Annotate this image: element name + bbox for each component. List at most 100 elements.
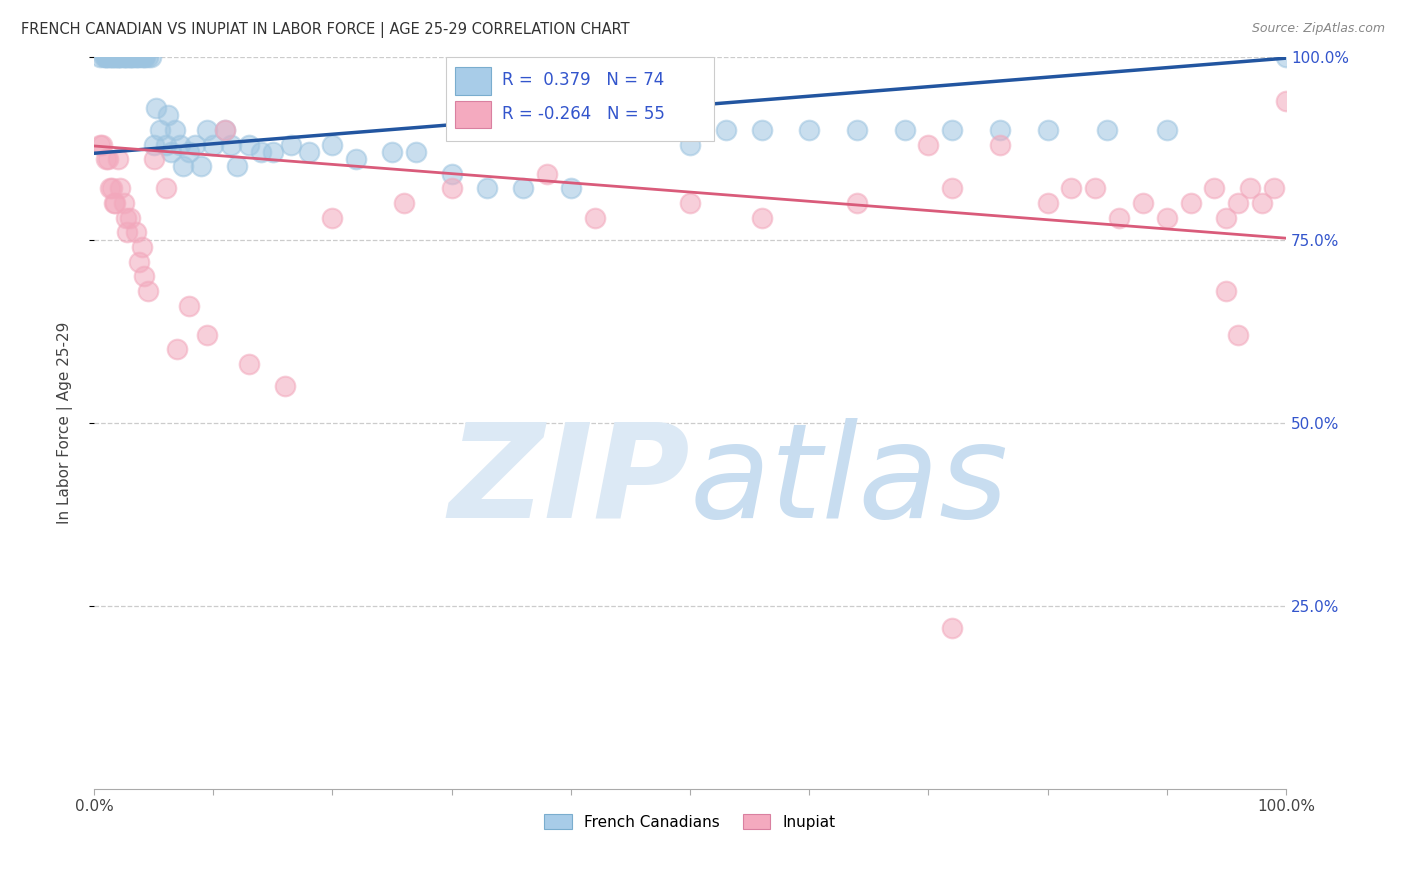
Point	[1036, 196, 1059, 211]
Point	[104, 196, 127, 211]
Point	[91, 137, 114, 152]
Point	[751, 211, 773, 225]
Point	[125, 50, 148, 64]
Point	[321, 137, 343, 152]
Point	[156, 108, 179, 122]
Point	[195, 327, 218, 342]
Point	[583, 211, 606, 225]
Point	[1227, 196, 1250, 211]
Point	[238, 357, 260, 371]
Point	[1108, 211, 1130, 225]
Point	[238, 137, 260, 152]
Point	[1227, 327, 1250, 342]
Text: R = -0.264   N = 55: R = -0.264 N = 55	[502, 104, 665, 123]
Point	[1215, 211, 1237, 225]
Point	[155, 137, 177, 152]
Point	[131, 50, 153, 64]
Point	[122, 50, 145, 64]
Point	[405, 145, 427, 159]
Point	[89, 50, 111, 64]
Point	[560, 181, 582, 195]
Point	[381, 145, 404, 159]
Point	[169, 137, 191, 152]
Point	[117, 225, 139, 239]
Point	[117, 50, 139, 64]
Point	[440, 167, 463, 181]
Point	[142, 137, 165, 152]
Point	[110, 50, 132, 64]
Point	[110, 181, 132, 195]
Point	[128, 254, 150, 268]
Point	[988, 123, 1011, 137]
Point	[136, 284, 159, 298]
Point	[1275, 50, 1298, 64]
Point	[1251, 196, 1274, 211]
Point	[121, 50, 143, 64]
Point	[166, 343, 188, 357]
Point	[110, 50, 132, 64]
Point	[799, 123, 821, 137]
Point	[679, 196, 702, 211]
Text: atlas: atlas	[690, 417, 1010, 545]
Legend: French Canadians, Inupiat: French Canadians, Inupiat	[538, 807, 842, 836]
Point	[141, 50, 163, 64]
Point	[214, 123, 236, 137]
Point	[250, 145, 273, 159]
Point	[118, 211, 141, 225]
Point	[344, 152, 367, 166]
Point	[107, 50, 129, 64]
Point	[679, 137, 702, 152]
Point	[392, 196, 415, 211]
Point	[97, 50, 120, 64]
Point	[893, 123, 915, 137]
Point	[179, 145, 201, 159]
Point	[136, 50, 159, 64]
Point	[1239, 181, 1261, 195]
Point	[148, 123, 170, 137]
Point	[274, 379, 297, 393]
Point	[98, 50, 121, 64]
Point	[107, 50, 129, 64]
Point	[125, 50, 148, 64]
Point	[179, 298, 201, 312]
Point	[440, 181, 463, 195]
Text: FRENCH CANADIAN VS INUPIAT IN LABOR FORCE | AGE 25-29 CORRELATION CHART: FRENCH CANADIAN VS INUPIAT IN LABOR FORC…	[21, 22, 630, 38]
Point	[845, 196, 868, 211]
Point	[1156, 211, 1178, 225]
Point	[477, 181, 499, 195]
Point	[1156, 123, 1178, 137]
Point	[595, 123, 617, 137]
Point	[165, 123, 187, 137]
Point	[1060, 181, 1083, 195]
Point	[536, 167, 558, 181]
Point	[184, 137, 207, 152]
Point	[226, 160, 249, 174]
Point	[93, 50, 115, 64]
Point	[262, 145, 284, 159]
Point	[142, 152, 165, 166]
Point	[98, 181, 121, 195]
Point	[132, 50, 155, 64]
Point	[125, 225, 148, 239]
Point	[131, 240, 153, 254]
Text: ZIP: ZIP	[449, 417, 690, 545]
Point	[214, 123, 236, 137]
Text: Source: ZipAtlas.com: Source: ZipAtlas.com	[1251, 22, 1385, 36]
Point	[1263, 181, 1285, 195]
Text: R =  0.379   N = 74: R = 0.379 N = 74	[502, 71, 664, 89]
Point	[751, 123, 773, 137]
Point	[107, 152, 129, 166]
Point	[202, 137, 225, 152]
Point	[1036, 123, 1059, 137]
Point	[94, 50, 117, 64]
Point	[112, 50, 135, 64]
Point	[94, 152, 117, 166]
Point	[941, 123, 963, 137]
Point	[104, 50, 127, 64]
Point	[101, 181, 124, 195]
Point	[115, 50, 138, 64]
Point	[195, 123, 218, 137]
Point	[714, 123, 737, 137]
Point	[155, 181, 177, 195]
Point	[172, 160, 194, 174]
